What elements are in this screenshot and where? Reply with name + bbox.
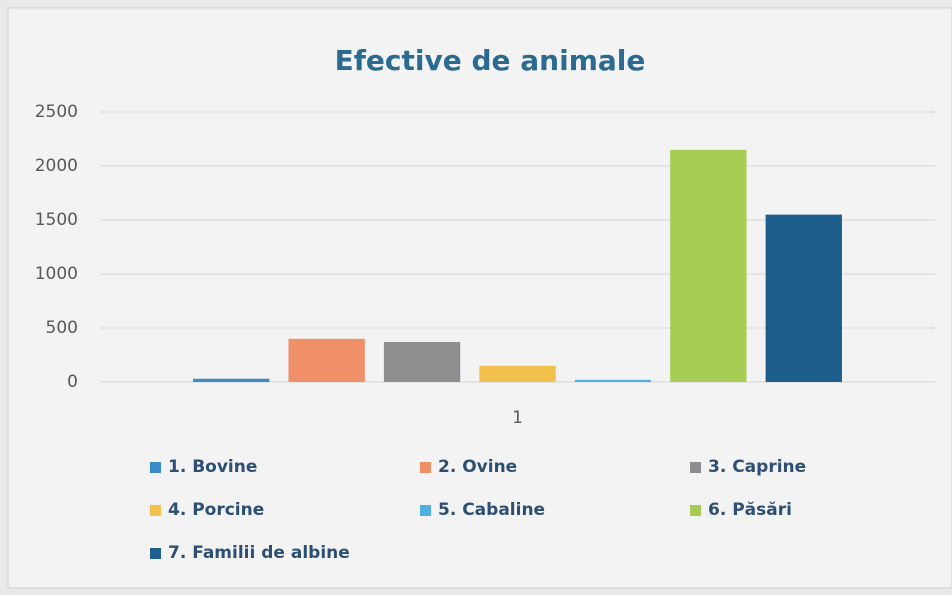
y-tick-label: 0	[67, 372, 78, 392]
legend-label: 1. Bovine	[168, 457, 257, 477]
legend-swatch	[420, 505, 431, 516]
legend-swatch	[150, 505, 161, 516]
legend-swatch	[150, 462, 161, 473]
y-tick-label: 1000	[35, 264, 78, 284]
y-tick-label: 2000	[35, 156, 78, 176]
bar	[765, 214, 842, 382]
y-tick-label: 2500	[35, 102, 78, 122]
x-tick-label: 1	[512, 408, 523, 428]
legend-swatch	[690, 462, 701, 473]
legend-swatch	[150, 548, 161, 559]
legend-swatch	[420, 462, 431, 473]
bar	[193, 378, 270, 382]
chart-title: Efective de animale	[335, 44, 646, 77]
legend-label: 4. Porcine	[168, 500, 264, 520]
bar	[670, 149, 747, 382]
y-tick-label: 500	[46, 318, 78, 338]
legend-label: 2. Ovine	[438, 457, 517, 477]
legend-label: 5. Cabaline	[438, 500, 545, 520]
bar	[479, 365, 556, 382]
bar	[383, 342, 461, 382]
legend-swatch	[690, 505, 701, 516]
legend-label: 7. Familii de albine	[168, 543, 350, 563]
bar	[288, 338, 365, 382]
bar	[574, 379, 652, 382]
legend-label: 3. Caprine	[708, 457, 806, 477]
y-tick-label: 1500	[35, 210, 78, 230]
legend-label: 6. Păsări	[708, 500, 792, 520]
